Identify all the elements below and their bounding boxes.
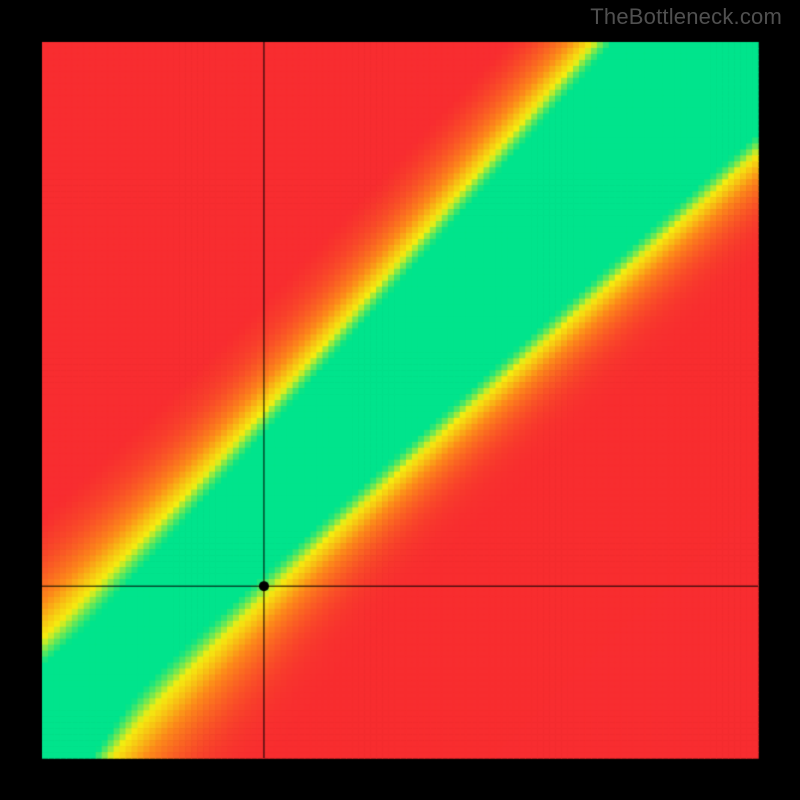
- chart-container: { "watermark": { "text": "TheBottleneck.…: [0, 0, 800, 800]
- bottleneck-heatmap: [0, 0, 800, 800]
- watermark-text: TheBottleneck.com: [590, 4, 782, 30]
